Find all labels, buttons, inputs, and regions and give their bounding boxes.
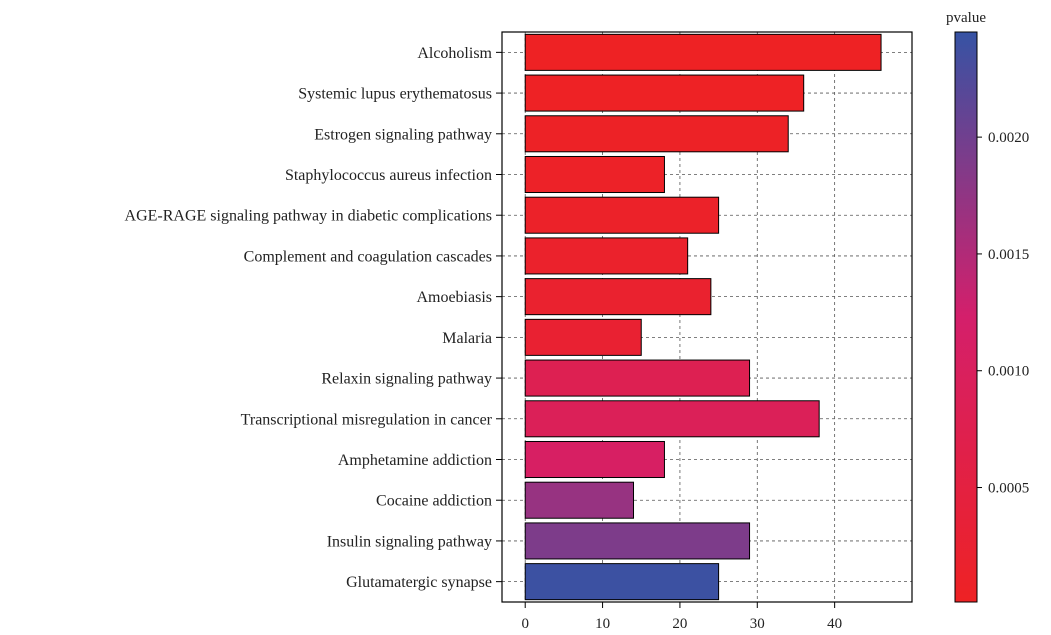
- colorbar-title: pvalue: [946, 10, 986, 26]
- category-label: Complement and coagulation cascades: [244, 248, 492, 265]
- category-label: Staphylococcus aureus infection: [285, 167, 492, 184]
- bar: [524, 481, 635, 519]
- colorbar-tick-label: 0.0010: [988, 364, 1029, 380]
- x-tick-label: 10: [595, 616, 610, 632]
- colorbar-tick-label: 0.0005: [988, 481, 1029, 497]
- category-label: AGE-RAGE signaling pathway in diabetic c…: [125, 208, 492, 225]
- plot-area: [501, 31, 913, 603]
- category-label: Amphetamine addiction: [338, 452, 492, 469]
- category-label: Estrogen signaling pathway: [314, 126, 492, 143]
- bars: [524, 33, 882, 601]
- bar: [524, 196, 720, 234]
- colorbar-tick-label: 0.0015: [988, 247, 1029, 263]
- bar: [524, 563, 720, 601]
- bar: [524, 155, 665, 194]
- category-label: Insulin signaling pathway: [327, 533, 492, 550]
- category-label: Systemic lupus erythematosus: [298, 86, 492, 103]
- category-label: Amoebiasis: [416, 289, 492, 306]
- category-label: Transcriptional misregulation in cancer: [241, 411, 493, 428]
- bar: [524, 522, 751, 560]
- category-labels: Alcoholism Systemic lupus erythematosus Es…: [125, 45, 502, 591]
- bar: [524, 74, 805, 112]
- bar: [524, 278, 712, 316]
- x-axis: 0 10 20 30 40: [521, 602, 842, 632]
- colorbar: pvalue 0.0005 0.0010 0.0015 0.0020: [946, 10, 1029, 603]
- category-label: Cocaine addiction: [376, 493, 492, 510]
- colorbar-tick-label: 0.0020: [988, 130, 1029, 146]
- category-label: Glutamatergic synapse: [346, 574, 492, 591]
- colorbar-gradient: [954, 31, 978, 603]
- category-label: Alcoholism: [417, 45, 492, 62]
- bar: [524, 318, 642, 356]
- bar: [524, 237, 689, 275]
- x-tick-label: 40: [827, 616, 842, 632]
- x-tick-label: 0: [521, 616, 529, 632]
- category-label: Malaria: [442, 330, 492, 347]
- bar: [524, 33, 882, 71]
- bar: [524, 115, 789, 153]
- bar: [524, 359, 751, 397]
- x-tick-label: 30: [750, 616, 765, 632]
- bar: [524, 440, 665, 479]
- bar: [524, 400, 820, 438]
- x-tick-label: 20: [672, 616, 687, 632]
- category-label: Relaxin signaling pathway: [321, 371, 492, 388]
